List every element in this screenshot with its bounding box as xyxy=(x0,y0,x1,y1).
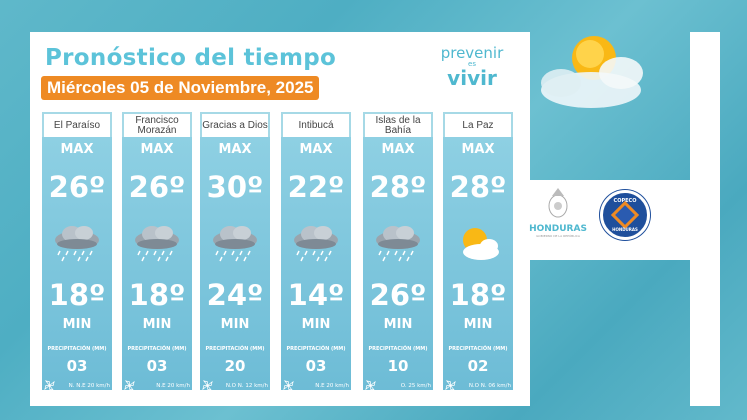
precip-label: PRECIPITACIÓN (MM) xyxy=(127,346,187,352)
precip-label: PRECIPITACIÓN (MM) xyxy=(205,346,265,352)
precip-label: PRECIPITACIÓN (MM) xyxy=(47,346,107,352)
wind-pinwheel-icon xyxy=(44,380,55,391)
coat-of-arms-icon xyxy=(548,188,568,218)
copeco-logo: COPECO HONDURAS xyxy=(600,190,650,240)
forecast-card: El Paraíso MAX 26º 18º MIN PRECIPITACIÓN… xyxy=(42,112,112,391)
rain-cloud-icon xyxy=(55,226,99,262)
forecast-card: Islas de la Bahía MAX 28º 26º MIN PRECIP… xyxy=(363,112,433,391)
sun-cloud-icon xyxy=(541,36,643,108)
min-label: MIN xyxy=(301,317,331,332)
region-name: Francisco Morazán xyxy=(122,112,192,137)
wind-value: N.E 20 km/h xyxy=(315,382,349,389)
precip-value: 03 xyxy=(146,357,168,375)
precip-label: PRECIPITACIÓN (MM) xyxy=(448,346,508,352)
wind-pinwheel-icon xyxy=(124,380,135,391)
prevenir-es-vivir-logo: prevenir es vivir xyxy=(440,44,504,90)
rain-cloud-icon xyxy=(294,226,338,262)
max-label: MAX xyxy=(60,142,94,157)
honduras-logo: HONDURAS GOBIERNO DE LA REPÚBLICA xyxy=(527,186,589,238)
precip-label: PRECIPITACIÓN (MM) xyxy=(368,346,428,352)
min-label: MIN xyxy=(142,317,172,332)
forecast-card: La Paz MAX 28º 18º MIN PRECIPITACIÓN (MM… xyxy=(443,112,513,391)
wind-value: N.E 20 km/h xyxy=(156,382,190,389)
wind-value: N. N.E 20 km/h xyxy=(68,382,110,389)
min-temp: 18º xyxy=(449,278,507,312)
rain-cloud-icon xyxy=(213,226,257,262)
wind-pinwheel-icon xyxy=(365,380,376,391)
wind-pinwheel-icon xyxy=(283,380,294,391)
precip-value: 10 xyxy=(387,357,409,375)
forecast-card: Francisco Morazán MAX 26º 18º MIN PRECIP… xyxy=(122,112,192,391)
wind-value: O. 25 km/h xyxy=(400,382,431,389)
forecast-card: Intibucá MAX 22º 14º MIN PRECIPITACIÓN (… xyxy=(281,112,351,391)
min-temp: 18º xyxy=(48,278,106,312)
max-temp: 26º xyxy=(48,170,106,204)
date-badge: Miércoles 05 de Noviembre, 2025 xyxy=(41,76,320,100)
region-name: Islas de la Bahía xyxy=(363,112,433,137)
min-label: MIN xyxy=(220,317,250,332)
precip-label: PRECIPITACIÓN (MM) xyxy=(286,346,346,352)
region-name: Gracias a Dios xyxy=(200,112,270,137)
max-temp: 28º xyxy=(449,170,507,204)
page-title: Pronóstico del tiempo xyxy=(45,45,337,71)
rain-cloud-icon xyxy=(376,226,420,262)
wind-pinwheel-icon xyxy=(445,380,456,391)
wind-value: N.O N. 12 km/h xyxy=(225,382,268,389)
wind-value: N.O N. 06 km/h xyxy=(468,382,511,389)
wind-pinwheel-icon xyxy=(202,380,213,391)
region-name: El Paraíso xyxy=(42,112,112,137)
min-temp: 24º xyxy=(206,278,264,312)
min-temp: 18º xyxy=(128,278,186,312)
max-label: MAX xyxy=(299,142,333,157)
max-label: MAX xyxy=(140,142,174,157)
min-temp: 14º xyxy=(287,278,345,312)
max-temp: 22º xyxy=(287,170,345,204)
max-label: MAX xyxy=(381,142,415,157)
max-label: MAX xyxy=(461,142,495,157)
max-temp: 28º xyxy=(369,170,427,204)
max-temp: 30º xyxy=(206,170,264,204)
sun-cloud-icon xyxy=(463,228,499,260)
min-label: MIN xyxy=(62,317,92,332)
precip-value: 03 xyxy=(66,357,88,375)
precip-value: 03 xyxy=(305,357,327,375)
max-temp: 26º xyxy=(128,170,186,204)
precip-value: 02 xyxy=(467,357,489,375)
rain-cloud-icon xyxy=(135,226,179,262)
precip-value: 20 xyxy=(224,357,246,375)
min-temp: 26º xyxy=(369,278,427,312)
max-label: MAX xyxy=(218,142,252,157)
region-name: Intibucá xyxy=(281,112,351,137)
forecast-card: Gracias a Dios MAX 30º 24º MIN PRECIPITA… xyxy=(200,112,270,391)
min-label: MIN xyxy=(463,317,493,332)
region-name: La Paz xyxy=(443,112,513,137)
min-label: MIN xyxy=(383,317,413,332)
